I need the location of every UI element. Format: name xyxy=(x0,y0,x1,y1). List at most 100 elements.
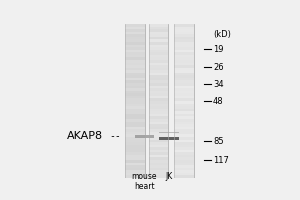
Bar xyxy=(174,68,194,70)
Bar xyxy=(174,70,194,73)
Text: 34: 34 xyxy=(213,80,224,89)
Bar xyxy=(125,104,145,106)
Bar xyxy=(125,37,145,39)
Bar xyxy=(135,135,154,138)
Bar xyxy=(148,140,168,142)
Bar xyxy=(125,137,145,140)
Bar xyxy=(148,152,168,155)
Bar xyxy=(148,145,168,147)
Bar xyxy=(148,65,168,68)
Bar xyxy=(159,132,179,133)
Bar xyxy=(148,111,168,114)
Bar xyxy=(174,106,194,109)
Bar xyxy=(174,173,194,175)
Bar xyxy=(125,152,145,155)
Bar xyxy=(148,78,168,80)
Bar xyxy=(125,91,145,93)
Bar xyxy=(174,24,194,178)
Text: AKAP8: AKAP8 xyxy=(67,131,103,141)
Bar xyxy=(148,93,168,96)
Bar xyxy=(125,160,145,163)
Bar xyxy=(174,134,194,137)
Bar xyxy=(125,140,145,142)
Bar xyxy=(174,140,194,142)
Bar xyxy=(125,106,145,109)
Bar xyxy=(174,47,194,50)
Bar xyxy=(174,175,194,178)
Bar xyxy=(125,155,145,157)
Bar xyxy=(148,165,168,168)
Bar xyxy=(125,88,145,91)
Bar xyxy=(148,57,168,60)
Bar xyxy=(148,109,168,111)
Bar xyxy=(125,168,145,170)
Bar xyxy=(148,50,168,52)
Bar xyxy=(174,91,194,93)
Bar xyxy=(125,114,145,116)
Bar xyxy=(148,27,168,29)
Bar xyxy=(148,47,168,50)
Bar xyxy=(125,57,145,60)
Bar xyxy=(174,122,194,124)
Bar xyxy=(148,157,168,160)
Bar xyxy=(174,27,194,29)
Bar xyxy=(148,91,168,93)
Bar xyxy=(174,109,194,111)
Bar xyxy=(174,24,194,27)
Bar xyxy=(148,150,168,152)
Bar xyxy=(148,45,168,47)
Bar xyxy=(125,93,145,96)
Bar xyxy=(125,50,145,52)
Bar xyxy=(148,142,168,145)
Bar xyxy=(174,34,194,37)
Bar xyxy=(174,145,194,147)
Bar xyxy=(125,75,145,78)
Bar xyxy=(148,119,168,122)
Text: JK: JK xyxy=(165,172,172,181)
Bar xyxy=(125,109,145,111)
Bar xyxy=(174,96,194,98)
Bar xyxy=(125,65,145,68)
Bar xyxy=(174,104,194,106)
Text: 117: 117 xyxy=(213,156,229,165)
Bar xyxy=(174,137,194,140)
Bar xyxy=(125,134,145,137)
Bar xyxy=(125,29,145,32)
Bar xyxy=(174,119,194,122)
Bar xyxy=(125,34,145,37)
Bar xyxy=(125,132,145,134)
Bar xyxy=(148,168,168,170)
Bar xyxy=(174,114,194,116)
Bar xyxy=(148,32,168,34)
Bar xyxy=(148,132,168,134)
Bar xyxy=(148,24,168,27)
Bar xyxy=(148,63,168,65)
Bar xyxy=(174,57,194,60)
Bar xyxy=(174,83,194,86)
Bar xyxy=(174,60,194,62)
Bar xyxy=(125,150,145,152)
Bar xyxy=(174,127,194,129)
Text: mouse
heart: mouse heart xyxy=(132,172,157,191)
Bar xyxy=(174,98,194,101)
Bar xyxy=(148,137,168,140)
Bar xyxy=(125,47,145,50)
Bar xyxy=(174,45,194,47)
Bar xyxy=(148,70,168,73)
Bar xyxy=(148,116,168,119)
Bar xyxy=(148,129,168,132)
Bar xyxy=(125,60,145,62)
Bar xyxy=(174,132,194,134)
Bar xyxy=(148,75,168,78)
Bar xyxy=(174,160,194,163)
Bar xyxy=(125,39,145,42)
Bar xyxy=(174,129,194,132)
Text: 48: 48 xyxy=(213,97,224,106)
Bar xyxy=(174,52,194,55)
Bar xyxy=(174,170,194,173)
Bar xyxy=(174,163,194,165)
Bar xyxy=(159,137,179,140)
Bar xyxy=(174,29,194,32)
Bar xyxy=(125,45,145,47)
Bar xyxy=(125,68,145,70)
